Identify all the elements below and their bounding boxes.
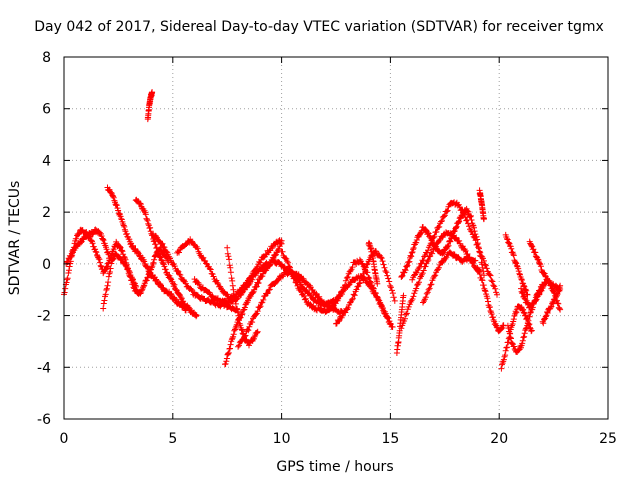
series-track-7 — [150, 231, 242, 315]
y-tick-label: -6 — [37, 412, 51, 428]
data-point-markers — [474, 264, 507, 335]
x-tick-label: 20 — [490, 431, 508, 447]
series-track-21 — [476, 187, 487, 223]
y-tick-label: -4 — [37, 360, 51, 376]
series-track-6 — [144, 89, 156, 123]
series-track-28 — [539, 282, 564, 327]
data-point-markers — [365, 239, 381, 287]
data-point-markers — [132, 196, 200, 320]
x-tick-label: 5 — [168, 431, 177, 447]
data-point-markers — [393, 292, 407, 356]
series-track-19 — [409, 199, 500, 298]
series-track-3 — [100, 250, 141, 312]
axis-ticks — [63, 56, 609, 420]
data-point-markers — [150, 231, 242, 315]
x-axis-title: GPS time / hours — [276, 459, 393, 475]
y-tick-label: -2 — [37, 309, 51, 325]
series-track-24 — [502, 231, 531, 298]
series-track-14 — [333, 248, 398, 327]
y-tick-label: 4 — [42, 153, 51, 169]
series-track-5 — [132, 196, 200, 320]
data-point-markers — [104, 184, 189, 314]
data-point-markers — [539, 282, 564, 327]
data-point-markers — [144, 89, 156, 123]
x-axis-tick-labels: 0 5 10 15 20 25 — [60, 431, 617, 447]
series-track-4 — [104, 184, 189, 314]
y-tick-label: 8 — [42, 50, 51, 66]
y-tick-label: 2 — [42, 205, 51, 221]
data-point-markers — [333, 248, 398, 327]
data-point-markers — [498, 303, 535, 372]
gridlines — [64, 57, 608, 419]
series-track-13 — [278, 248, 396, 330]
data-point-markers — [409, 199, 500, 298]
series-track-27 — [526, 238, 564, 294]
series-track-23 — [498, 303, 535, 372]
data-point-markers — [420, 249, 479, 306]
x-tick-label: 25 — [599, 431, 617, 447]
data-point-markers — [526, 238, 564, 294]
x-tick-label: 15 — [381, 431, 399, 447]
series-track-16 — [393, 292, 407, 356]
data-point-markers — [100, 250, 141, 312]
series-track-20 — [420, 249, 479, 306]
series-track-10 — [222, 240, 285, 368]
series-track-15 — [365, 239, 381, 287]
chart-title: Day 042 of 2017, Sidereal Day-to-day VTE… — [34, 19, 604, 35]
x-tick-label: 10 — [273, 431, 291, 447]
y-axis-title: SDTVAR / TECUs — [7, 181, 23, 296]
plot-frame — [63, 56, 609, 420]
data-point-markers — [502, 231, 531, 298]
y-tick-label: 6 — [42, 102, 51, 118]
y-axis-tick-labels: -6 -4 -2 0 2 4 6 8 — [37, 50, 51, 428]
data-point-markers — [278, 248, 396, 330]
y-tick-label: 0 — [42, 257, 51, 273]
series-track-22 — [474, 264, 507, 335]
data-point-markers — [476, 187, 487, 223]
data-point-markers — [222, 240, 285, 368]
x-tick-label: 0 — [60, 431, 69, 447]
data-points — [61, 89, 564, 372]
